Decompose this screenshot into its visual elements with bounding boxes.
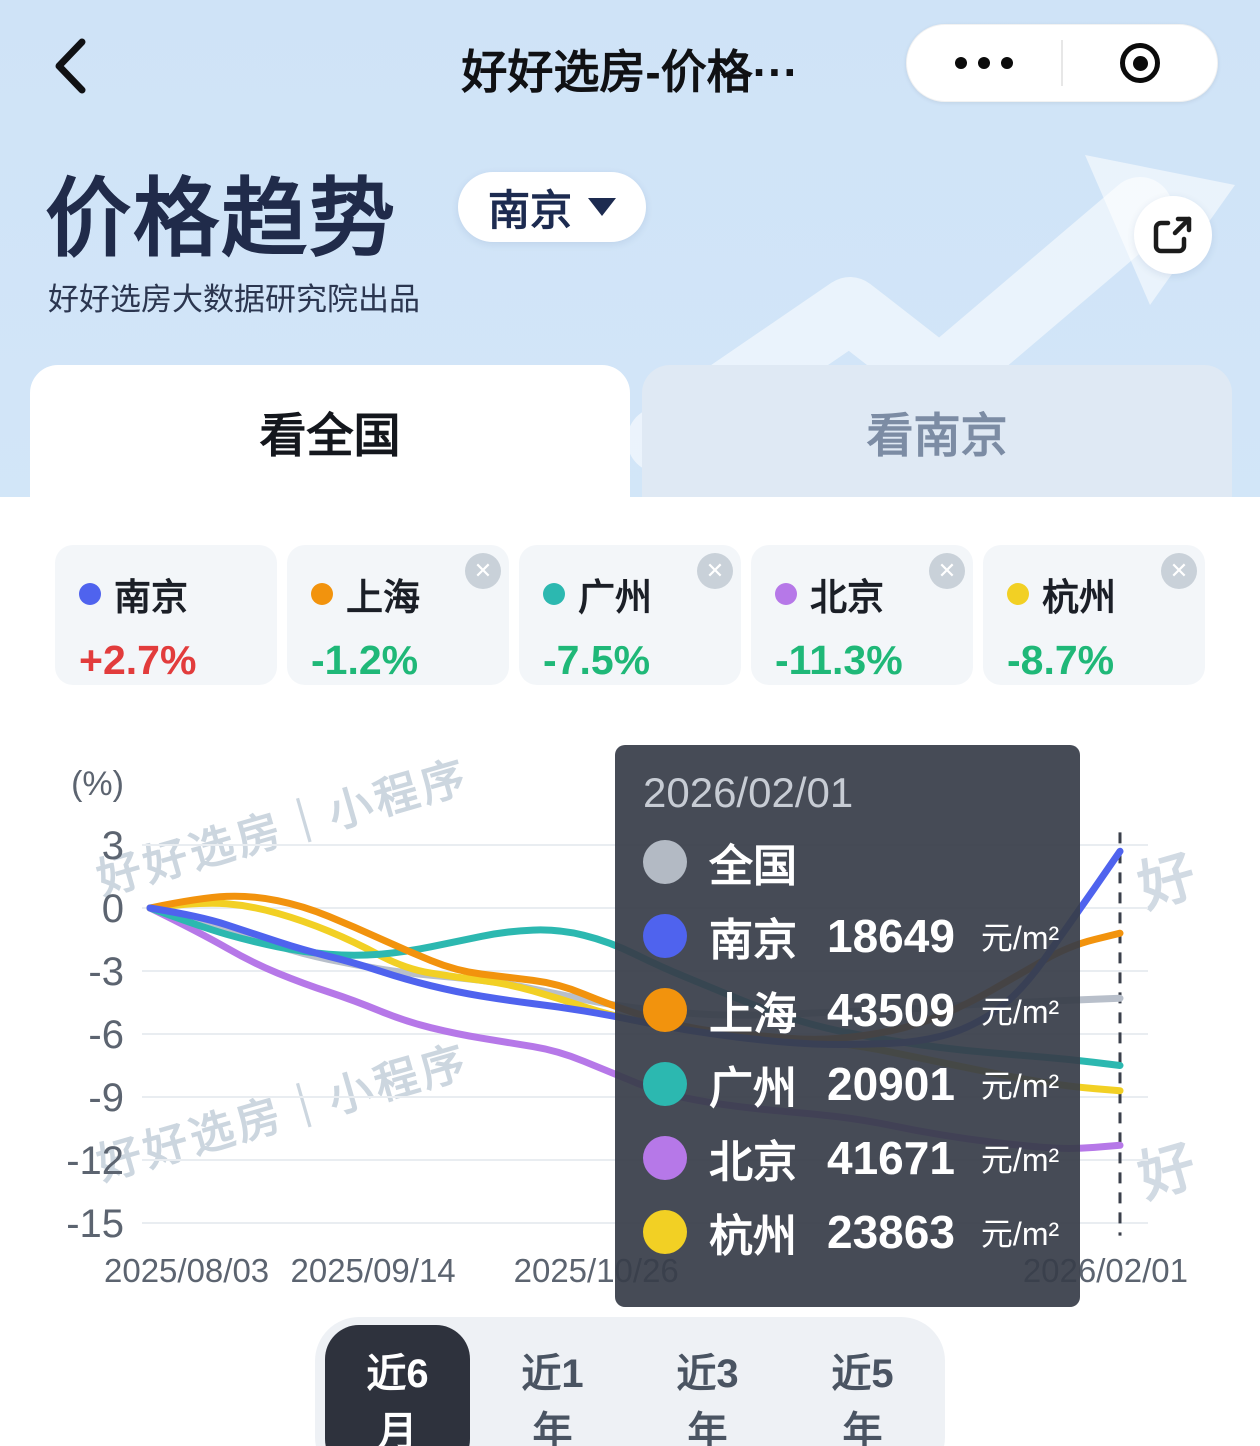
page-subtitle: 好好选房大数据研究院出品 <box>48 282 420 317</box>
city-selector-dropdown[interactable]: 南京 <box>458 172 647 242</box>
ellipsis-icon <box>955 57 1013 69</box>
city-card-beijing[interactable]: 北京 -11.3% ✕ <box>751 545 973 685</box>
city-change: -1.2% <box>311 637 419 683</box>
series-dot-icon <box>643 988 687 1032</box>
city-name: 广州 <box>578 577 652 618</box>
svg-text:3: 3 <box>102 824 124 868</box>
svg-text:2025/09/14: 2025/09/14 <box>291 1252 456 1289</box>
svg-text:2025/08/03: 2025/08/03 <box>104 1252 269 1289</box>
remove-city-button[interactable]: ✕ <box>697 553 733 589</box>
svg-text:-3: -3 <box>88 950 124 994</box>
tooltip-date: 2026/02/01 <box>643 769 854 816</box>
home-button[interactable] <box>1063 25 1217 101</box>
svg-text:(%): (%) <box>71 765 124 803</box>
miniprogram-capsule <box>906 24 1218 102</box>
city-change: -7.5% <box>543 637 651 683</box>
series-dot-icon <box>543 583 565 605</box>
tab-city[interactable]: 看南京 <box>642 365 1232 497</box>
chart-tooltip: 2026/02/01 全国 南京 18649 元/m² 上海 43509 <box>615 745 1080 1307</box>
series-dot-icon <box>643 914 687 958</box>
series-dot-icon <box>311 583 333 605</box>
tooltip-row: 杭州 23863 元/m² <box>643 1195 1059 1269</box>
svg-text:-9: -9 <box>88 1076 124 1120</box>
city-card-nanjing[interactable]: 南京 +2.7% <box>55 545 277 685</box>
chevron-left-icon <box>55 38 86 94</box>
range-1y[interactable]: 近1年 <box>480 1325 625 1446</box>
back-button[interactable] <box>48 34 92 98</box>
city-card-hangzhou[interactable]: 杭州 -8.7% ✕ <box>983 545 1205 685</box>
caret-down-icon <box>588 198 617 216</box>
city-change: -11.3% <box>775 637 903 683</box>
content-panel: 南京 +2.7% 上海 -1.2% ✕ 广州 -7.5% ✕ <box>0 497 1260 1446</box>
series-dot-icon <box>643 840 687 884</box>
svg-text:-6: -6 <box>88 1013 124 1057</box>
series-dot-icon <box>643 1062 687 1106</box>
city-card-guangzhou[interactable]: 广州 -7.5% ✕ <box>519 545 741 685</box>
tooltip-row: 南京 18649 元/m² <box>643 899 1059 973</box>
svg-text:-15: -15 <box>66 1202 124 1246</box>
city-name: 北京 <box>810 577 884 618</box>
circle-dot-icon <box>1120 43 1160 83</box>
city-name: 杭州 <box>1042 577 1116 618</box>
remove-city-button[interactable]: ✕ <box>929 553 965 589</box>
capsule-divider <box>1061 40 1063 86</box>
range-6m[interactable]: 近6月 <box>325 1325 470 1446</box>
chart-area: 好好选房｜小程序 好好选房｜小程序 好 好 3 0 -3 -6 -9 -12 -15 (%) 2… <box>30 737 1203 1317</box>
more-options-button[interactable] <box>907 25 1061 101</box>
share-icon <box>1153 216 1192 254</box>
city-card-shanghai[interactable]: 上海 -1.2% ✕ <box>287 545 509 685</box>
city-name: 上海 <box>346 577 420 618</box>
tooltip-row: 上海 43509 元/m² <box>643 973 1059 1047</box>
tab-national[interactable]: 看全国 <box>30 365 630 497</box>
series-dot-icon <box>643 1136 687 1180</box>
city-change: -8.7% <box>1007 637 1115 683</box>
navbar: 好好选房-价格··· <box>0 22 1260 106</box>
tooltip-row: 北京 41671 元/m² <box>643 1121 1059 1195</box>
range-5y[interactable]: 近5年 <box>790 1325 935 1446</box>
page-title: 价格趋势 <box>45 171 397 267</box>
series-dot-icon <box>643 1210 687 1254</box>
series-dot-icon <box>775 583 797 605</box>
svg-text:-12: -12 <box>66 1139 124 1183</box>
svg-text:0: 0 <box>102 887 124 931</box>
range-3y[interactable]: 近3年 <box>635 1325 780 1446</box>
city-change: +2.7% <box>79 637 197 683</box>
city-selector-label: 南京 <box>488 186 573 234</box>
nav-title: 好好选房-价格··· <box>461 46 799 98</box>
series-dot-icon <box>1007 583 1029 605</box>
range-selector: 近6月 近1年 近3年 近5年 <box>315 1317 945 1446</box>
city-name: 南京 <box>114 577 188 618</box>
share-button[interactable] <box>1134 196 1212 274</box>
tooltip-row: 广州 20901 元/m² <box>643 1047 1059 1121</box>
remove-city-button[interactable]: ✕ <box>1161 553 1197 589</box>
tooltip-row: 全国 <box>643 825 1058 899</box>
remove-city-button[interactable]: ✕ <box>465 553 501 589</box>
city-cards: 南京 +2.7% 上海 -1.2% ✕ 广州 -7.5% ✕ <box>55 545 1205 685</box>
series-dot-icon <box>79 583 101 605</box>
